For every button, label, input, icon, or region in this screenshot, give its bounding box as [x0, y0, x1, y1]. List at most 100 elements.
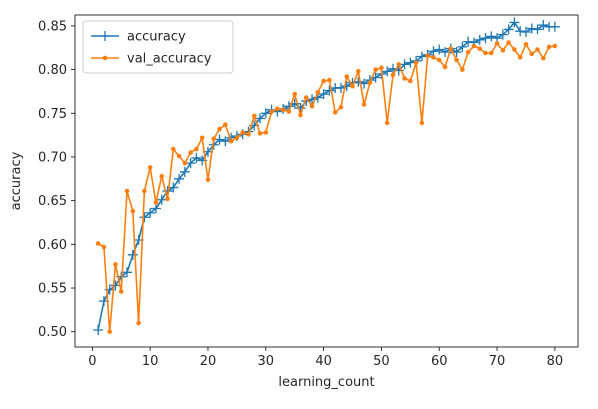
- data-point: [240, 130, 245, 135]
- data-point: [405, 57, 416, 68]
- data-point: [509, 17, 520, 28]
- data-point: [228, 138, 234, 144]
- data-point: [546, 44, 552, 50]
- data-point: [512, 47, 517, 52]
- data-point: [532, 24, 543, 35]
- data-point: [367, 80, 373, 86]
- data-point: [529, 51, 535, 57]
- axes-frame: [74, 14, 579, 348]
- data-point: [315, 90, 321, 95]
- series-val-accuracy: [95, 40, 558, 335]
- data-point: [176, 153, 182, 159]
- data-point: [234, 135, 240, 141]
- x-axis-label: learning_count: [278, 375, 374, 390]
- data-point: [465, 49, 471, 55]
- data-point: [474, 34, 485, 45]
- data-point: [185, 158, 196, 169]
- data-point: [488, 50, 494, 56]
- legend-box: [82, 20, 234, 74]
- data-point: [436, 57, 442, 63]
- data-point: [199, 135, 205, 141]
- data-point: [541, 55, 546, 61]
- data-point: [500, 48, 506, 53]
- data-point: [440, 47, 451, 58]
- data-point: [332, 110, 338, 115]
- data-point: [280, 107, 286, 113]
- data-point: [503, 24, 514, 35]
- plot-area: [93, 17, 560, 335]
- data-point: [457, 41, 468, 52]
- data-point: [419, 120, 425, 126]
- data-point: [182, 160, 188, 166]
- data-point: [463, 36, 474, 47]
- data-point: [425, 53, 430, 58]
- data-point: [136, 320, 141, 326]
- data-point: [515, 26, 526, 37]
- data-point: [174, 173, 185, 184]
- data-point: [295, 103, 306, 114]
- data-point: [139, 212, 150, 223]
- x-tick-label: 0: [88, 354, 96, 369]
- y-tick-label: 0.60: [38, 238, 67, 253]
- x-tick-label: 30: [258, 354, 275, 369]
- data-point: [442, 64, 448, 70]
- data-point: [327, 77, 332, 83]
- data-point: [396, 62, 402, 67]
- data-point: [147, 165, 153, 170]
- data-point: [188, 150, 193, 155]
- data-point: [223, 122, 228, 127]
- data-point: [526, 23, 537, 34]
- data-point: [477, 46, 483, 51]
- x-tick-label: 80: [547, 354, 564, 369]
- data-point: [275, 106, 280, 112]
- data-point: [127, 249, 138, 260]
- data-point: [93, 324, 104, 335]
- x-tick-label: 40: [315, 354, 332, 369]
- data-point: [341, 81, 352, 92]
- data-point: [194, 146, 199, 152]
- data-point: [434, 44, 445, 55]
- data-point: [350, 83, 355, 89]
- x-tick-label: 20: [200, 354, 217, 369]
- data-point: [390, 72, 396, 78]
- data-point: [217, 126, 222, 132]
- data-point: [538, 20, 549, 31]
- data-point: [118, 289, 124, 294]
- data-point: [379, 65, 384, 71]
- x-tick-label: 70: [489, 354, 506, 369]
- data-point: [324, 85, 335, 96]
- data-point: [382, 66, 393, 77]
- data-point: [298, 112, 303, 118]
- data-point: [520, 27, 531, 38]
- data-point: [303, 95, 309, 100]
- y-tick-label: 0.65: [38, 194, 67, 209]
- data-point: [416, 51, 427, 62]
- legend-label: val_accuracy: [127, 52, 212, 67]
- data-point: [263, 130, 269, 135]
- data-point: [309, 104, 315, 109]
- data-point: [205, 177, 211, 182]
- data-point: [361, 102, 367, 107]
- y-axis-ticks: 0.50 0.55 0.60 0.65 0.70 0.75 0.80 0.85: [38, 19, 75, 340]
- y-tick-label: 0.55: [38, 282, 67, 297]
- data-point: [269, 109, 274, 114]
- data-point: [549, 21, 560, 32]
- data-point: [344, 74, 350, 79]
- data-point: [286, 109, 292, 114]
- data-point: [159, 173, 165, 179]
- data-point: [471, 43, 477, 49]
- data-point: [255, 113, 266, 124]
- data-point: [113, 262, 118, 267]
- data-point: [428, 46, 439, 57]
- data-point: [483, 50, 488, 56]
- data-point: [95, 241, 101, 246]
- data-point: [251, 113, 257, 119]
- data-point: [408, 78, 413, 84]
- data-point: [402, 76, 407, 81]
- data-point: [338, 104, 344, 110]
- data-point: [257, 131, 263, 136]
- data-point: [101, 244, 107, 250]
- data-point: [110, 280, 121, 291]
- data-point: [494, 41, 500, 46]
